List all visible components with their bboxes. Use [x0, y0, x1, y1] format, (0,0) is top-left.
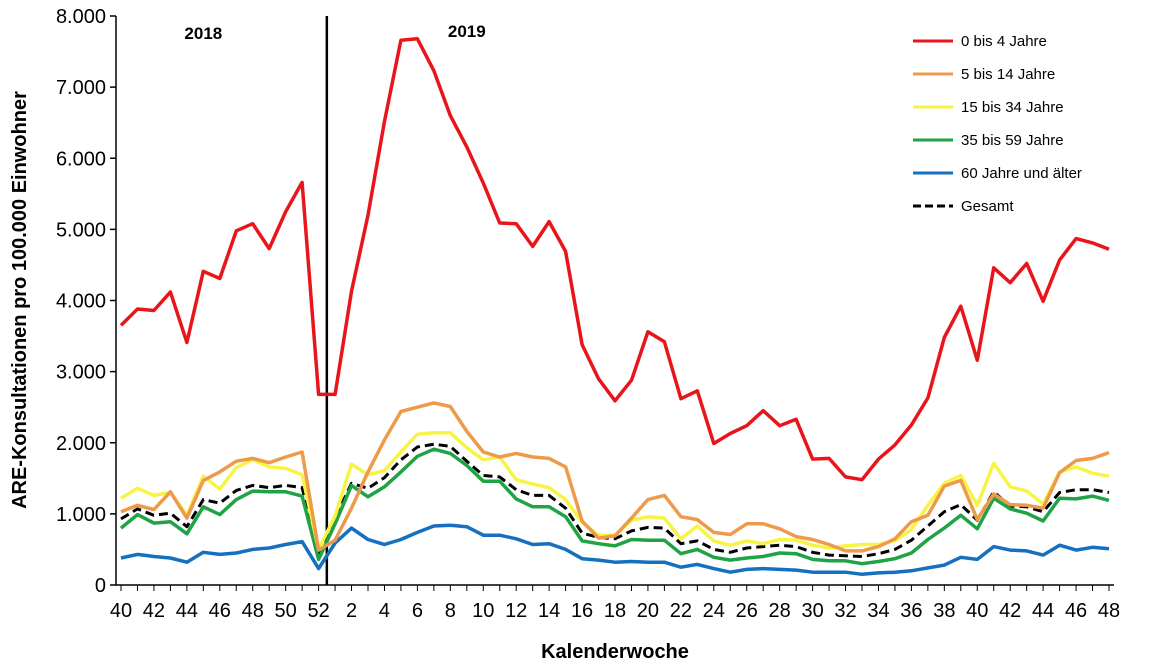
x-tick-label: 36: [900, 600, 922, 622]
y-tick-label: 7.000: [56, 77, 106, 99]
x-tick-label: 10: [472, 600, 494, 622]
x-tick-label: 20: [637, 600, 659, 622]
x-tick-label: 2: [346, 600, 357, 622]
x-tick-label: 40: [110, 600, 132, 622]
x-tick-label: 42: [999, 600, 1021, 622]
x-tick-label: 52: [307, 600, 329, 622]
y-tick-label: 0: [95, 575, 106, 597]
x-tick-label: 24: [703, 600, 725, 622]
year-label-2019: 2019: [448, 22, 486, 41]
legend-label: 0 bis 4 Jahre: [961, 33, 1047, 50]
x-tick-label: 38: [933, 600, 955, 622]
x-tick-label: 34: [867, 600, 889, 622]
y-tick-label: 8.000: [56, 6, 106, 28]
x-axis-title: Kalenderwoche: [541, 641, 689, 663]
y-tick-label: 2.000: [56, 433, 106, 455]
x-tick-label: 32: [834, 600, 856, 622]
legend-label: 60 Jahre und älter: [961, 165, 1082, 182]
x-tick-label: 30: [801, 600, 823, 622]
x-tick-label: 46: [209, 600, 231, 622]
y-axis-title: ARE-Konsultationen pro 100.000 Einwohner: [9, 91, 31, 509]
axes: 0 1.000 2.000 3.000 4.000 5.000 6.000 7.000 8.00…: [56, 6, 1120, 622]
series-line-1: [120, 401, 1110, 553]
x-tick-label: 46: [1065, 600, 1087, 622]
x-tick-label: 14: [538, 600, 560, 622]
y-tick-label: 3.000: [56, 362, 106, 384]
x-axis-ticks: 40 42 44 46 48 50 52 2 4 6 8 10 12 14 16 18 20 22 24 26 28 30…: [110, 585, 1120, 622]
x-tick-label: 6: [412, 600, 423, 622]
legend-label: 5 bis 14 Jahre: [961, 66, 1055, 83]
x-tick-label: 8: [445, 600, 456, 622]
legend: 0 bis 4 Jahre 5 bis 14 Jahre 15 bis 34 Jah…: [913, 33, 1082, 215]
x-tick-label: 44: [1032, 600, 1054, 622]
legend-label: Gesamt: [961, 198, 1014, 215]
x-tick-label: 42: [143, 600, 165, 622]
y-tick-label: 5.000: [56, 219, 106, 241]
x-tick-label: 22: [670, 600, 692, 622]
series-line-3: [119, 447, 1110, 566]
y-tick-label: 1.000: [56, 504, 106, 526]
legend-label: 35 bis 59 Jahre: [961, 132, 1064, 149]
x-tick-label: 40: [966, 600, 988, 622]
x-tick-label: 48: [1098, 600, 1120, 622]
x-tick-label: 26: [736, 600, 758, 622]
series-line-4: [120, 523, 1110, 577]
x-tick-label: 12: [505, 600, 527, 622]
y-tick-label: 4.000: [56, 291, 106, 313]
legend-label: 15 bis 34 Jahre: [961, 99, 1064, 116]
series-lines: [119, 37, 1110, 577]
x-tick-label: 50: [275, 600, 297, 622]
x-tick-label: 44: [176, 600, 198, 622]
x-tick-label: 16: [571, 600, 593, 622]
series-line-0: [119, 37, 1110, 482]
x-tick-label: 48: [242, 600, 264, 622]
year-label-2018: 2018: [184, 24, 222, 43]
x-tick-label: 4: [379, 600, 390, 622]
x-tick-label: 28: [769, 600, 791, 622]
x-tick-label: 18: [604, 600, 626, 622]
y-tick-label: 6.000: [56, 148, 106, 170]
y-axis-ticks: 0 1.000 2.000 3.000 4.000 5.000 6.000 7.000 8.00…: [56, 6, 116, 597]
series-line-5: [120, 442, 1110, 558]
